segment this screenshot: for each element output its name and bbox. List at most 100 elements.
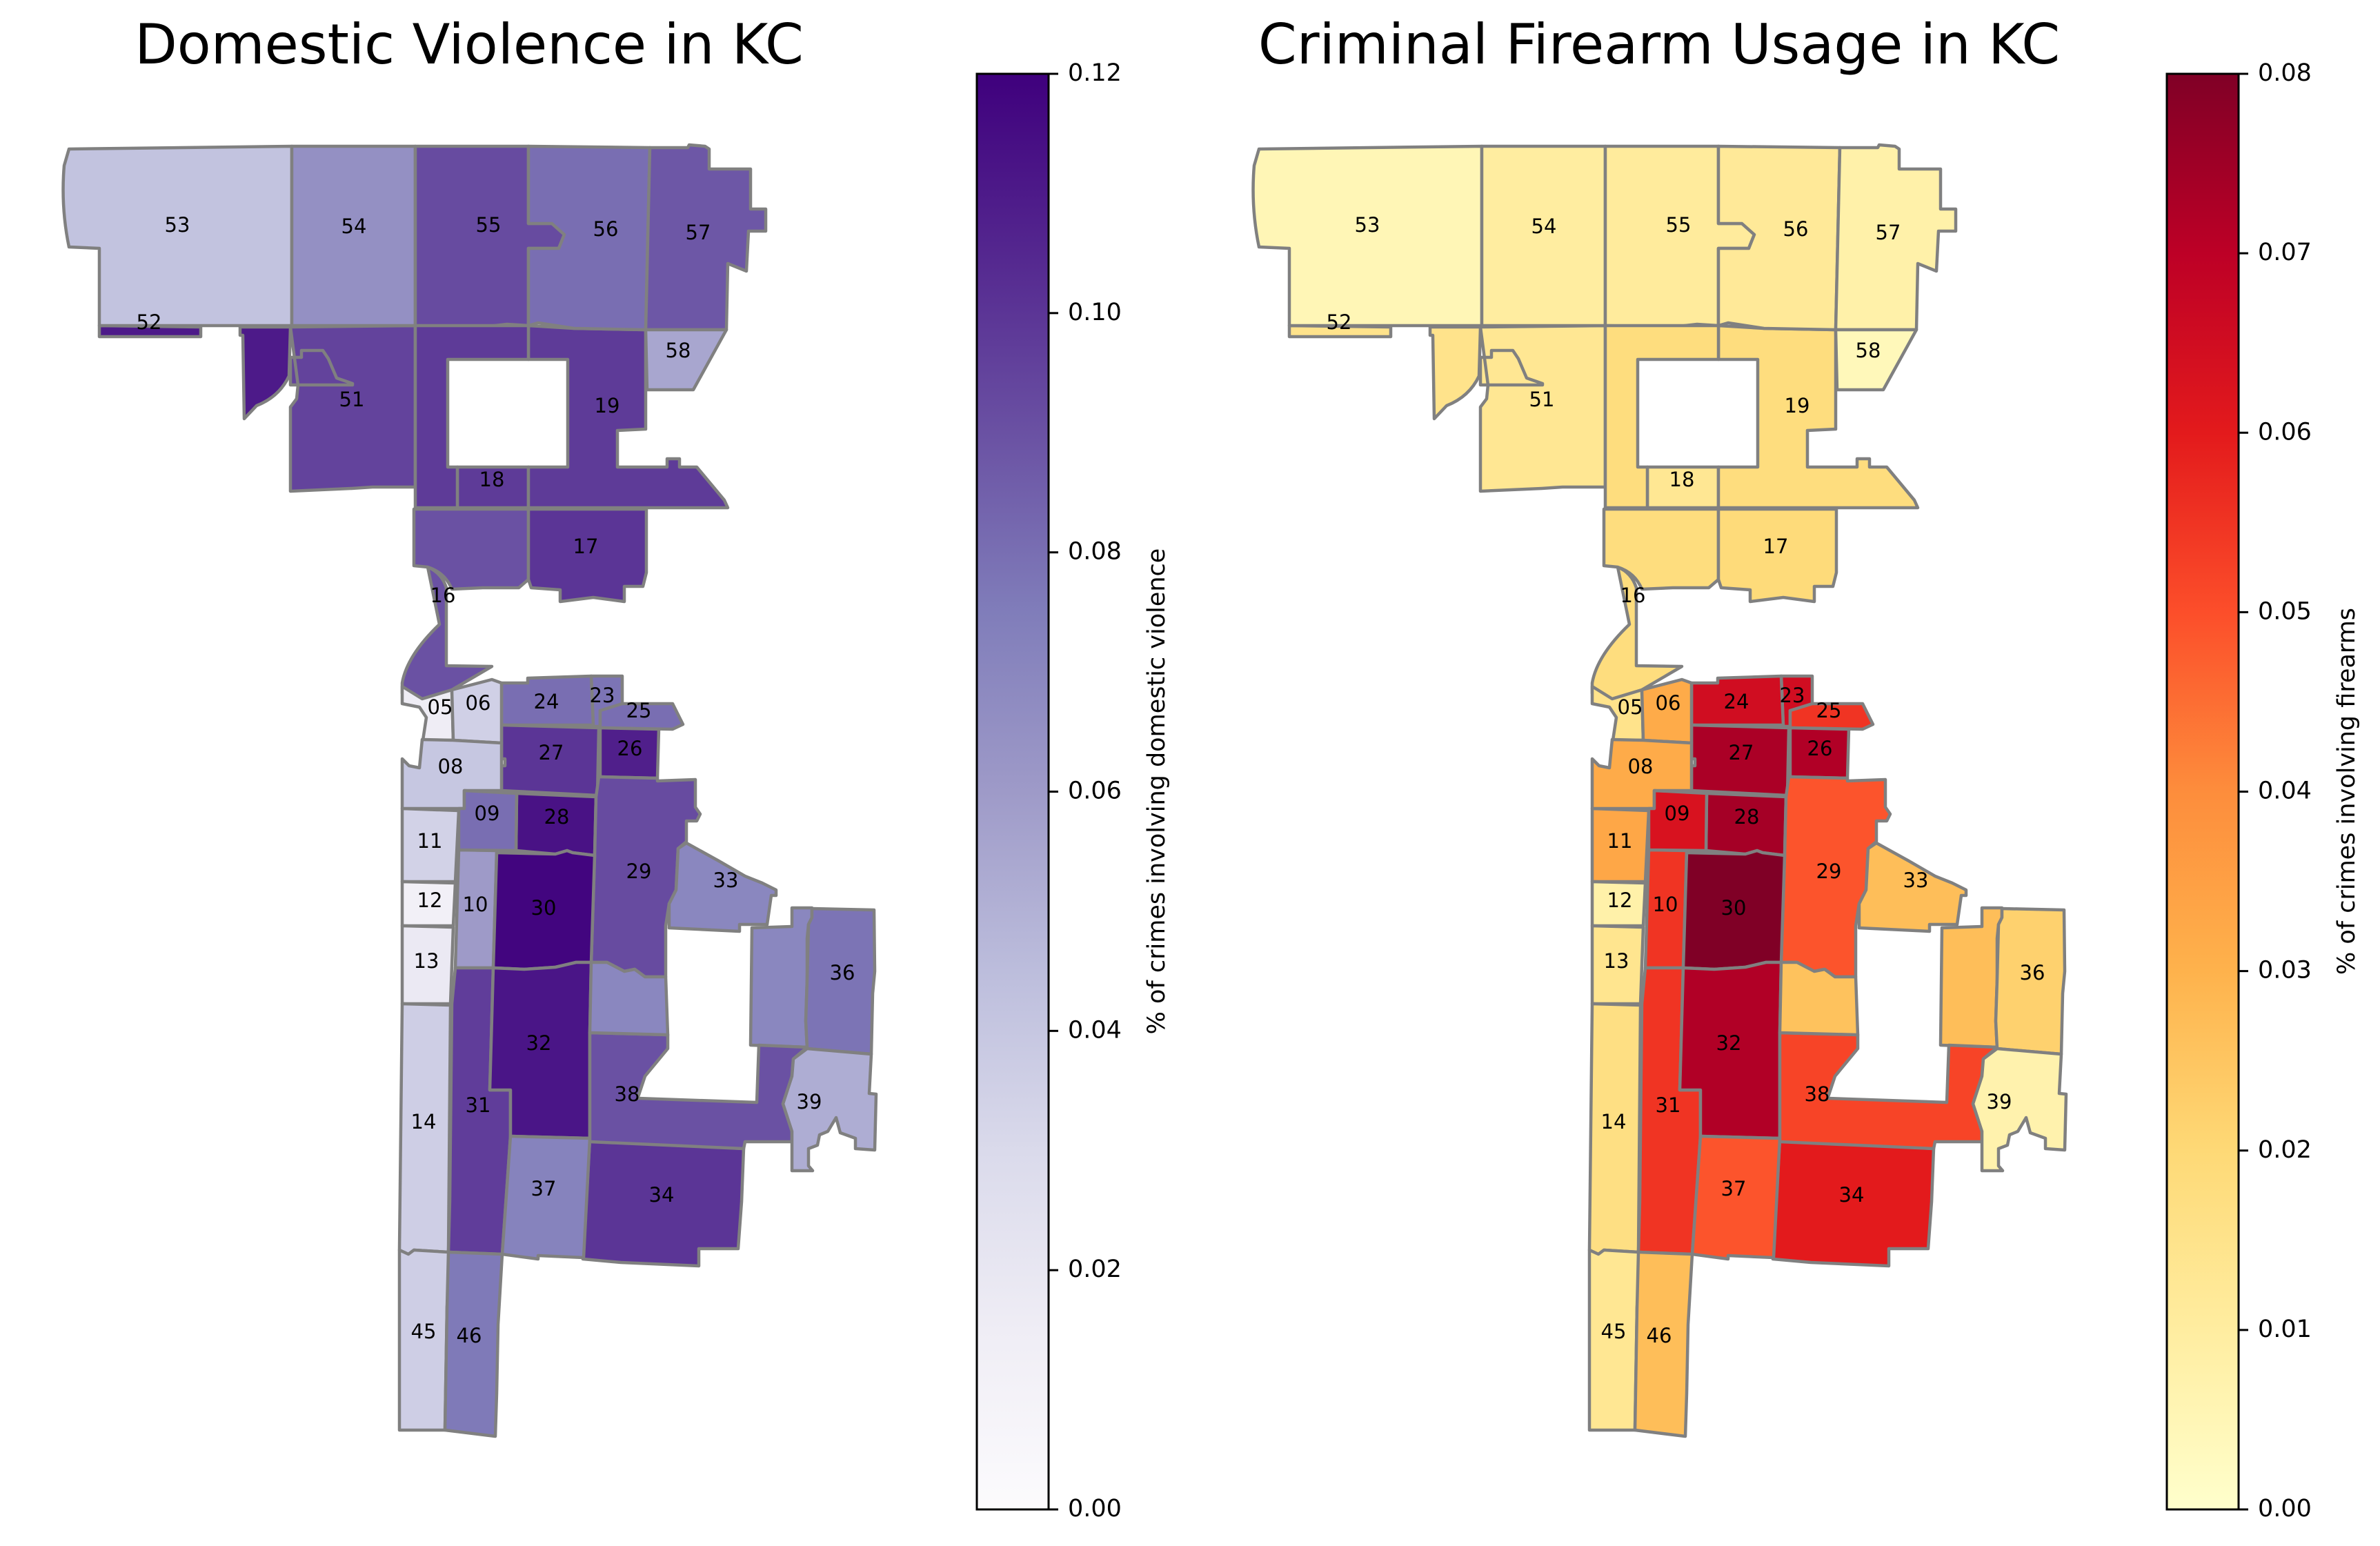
district-label: 36 [2020,961,2045,984]
district-06 [1640,677,1694,745]
district-label: 26 [1807,737,1833,760]
district-label: 08 [1628,755,1654,778]
district-label: 29 [1816,860,1842,883]
district-39 [1971,1047,2068,1173]
district-label: 05 [1618,695,1643,719]
district-label: 29 [626,860,652,883]
district-label: 34 [1839,1183,1865,1207]
colorbar-tick-label: 0.08 [2258,59,2312,87]
district-label: 46 [457,1324,482,1347]
district-29b [588,960,670,1037]
district-label: 56 [1783,217,1809,241]
colorbar-ticks: 0.00 0.02 0.04 0.06 0.08 0.10 0.12 [1049,59,1122,1523]
district-label: 30 [531,896,557,920]
district-52b [1428,325,1482,421]
district-label: 54 [1531,215,1557,238]
district-label: 19 [1785,394,1810,417]
district-label: 14 [1601,1110,1627,1133]
district-label: 13 [414,949,439,973]
colorbar-label: % of crimes involving firearms [2333,608,2361,975]
district-52b [238,325,292,421]
district-label: 10 [1653,893,1678,916]
district-label: 14 [411,1110,437,1133]
colorbar-tick-label: 0.06 [2258,418,2312,446]
firearm-usage-panel: Criminal Firearm Usage in KC 53 54 55 56 575… [1251,12,2361,1523]
district-label: 39 [1987,1090,2012,1113]
district-09 [457,789,519,853]
district-08 [1590,737,1694,811]
district-46 [1633,1250,1694,1438]
district-19 [413,324,530,510]
district-label: 09 [475,802,500,825]
district-29b [1778,960,1860,1037]
colorbar-tick-label: 0.02 [2258,1136,2312,1164]
district-33 [667,841,778,933]
district-57 [1834,143,1958,332]
district-label: 39 [797,1090,822,1113]
district-label: 06 [466,691,491,715]
district-label: 27 [539,741,564,764]
district-57 [644,143,768,332]
district-label: 32 [1716,1031,1742,1055]
domestic-violence-colorbar: 0.00 0.02 0.04 0.06 0.08 0.10 0.12 % of crimes… [975,59,1171,1523]
district-label: 06 [1656,691,1681,715]
district-label: 38 [615,1082,640,1106]
district-label: 36 [830,961,855,984]
district-35 [748,906,814,1049]
district-label: 31 [1656,1093,1681,1117]
district-label: 23 [590,684,615,707]
district-label: 58 [666,339,691,362]
district-label: 51 [339,388,365,411]
district-label: 19 [595,394,620,417]
colorbar-tick-label: 0.00 [2258,1495,2312,1523]
district-label: 56 [593,217,619,241]
district-label: 25 [1816,699,1842,722]
colorbar-label: % of crimes involving domestic violence [1143,548,1171,1035]
district-53 [61,144,294,328]
district-label: 09 [1665,802,1690,825]
district-19 [1716,324,1920,510]
domestic-violence-panel: Domestic Violence in KC 53 54 55 56 57 52 58 51… [61,12,1171,1523]
district-35 [1938,906,2004,1049]
district-label: 27 [1729,741,1754,764]
district-label: 57 [1876,221,1901,244]
district-label: 51 [1529,388,1555,411]
colorbar-tick-label: 0.00 [1068,1495,1122,1523]
district-label: 53 [165,213,190,237]
chart-title: Criminal Firearm Usage in KC [1258,12,2060,77]
district-label: 28 [544,805,570,829]
colorbar-tick-label: 0.08 [1068,538,1122,566]
colorbar-tick-label: 0.10 [1068,299,1122,326]
district-label: 58 [1856,339,1881,362]
district-label: 18 [1669,468,1695,491]
colorbar-tick-label: 0.04 [2258,777,2312,805]
district-19 [526,324,730,510]
chart-title: Domestic Violence in KC [135,12,804,77]
district-53 [1251,144,1484,328]
district-label: 12 [1607,889,1633,912]
firearm-usage-map: 53 54 55 56 57 52 58 51 19 18 17 16 05 06 24 23 25 27 26 08… [1251,143,2068,1438]
domestic-violence-map: 53 54 55 56 57 52 58 51 19 18 17 16 05 06 24 23 25 27 26 08… [61,143,878,1438]
district-label: 53 [1355,213,1380,237]
district-39 [781,1047,878,1173]
district-09 [1647,789,1709,853]
district-label: 52 [137,310,162,334]
district-label: 16 [430,584,456,607]
colorbar-gradient [2165,72,2240,1511]
district-label: 17 [1763,535,1789,558]
district-label: 45 [411,1320,437,1343]
district-label: 16 [1620,584,1646,607]
district-label: 31 [466,1093,491,1117]
colorbar-tick-label: 0.05 [2258,597,2312,625]
district-label: 37 [531,1177,557,1200]
district-34 [581,1138,746,1268]
district-33 [1857,841,1968,933]
district-label: 24 [1724,690,1749,713]
colorbar-gradient [975,72,1050,1511]
district-16 [1590,507,1720,701]
district-label: 10 [463,893,488,916]
district-58 [1834,328,1918,392]
district-label: 30 [1721,896,1747,920]
district-label: 26 [617,737,643,760]
